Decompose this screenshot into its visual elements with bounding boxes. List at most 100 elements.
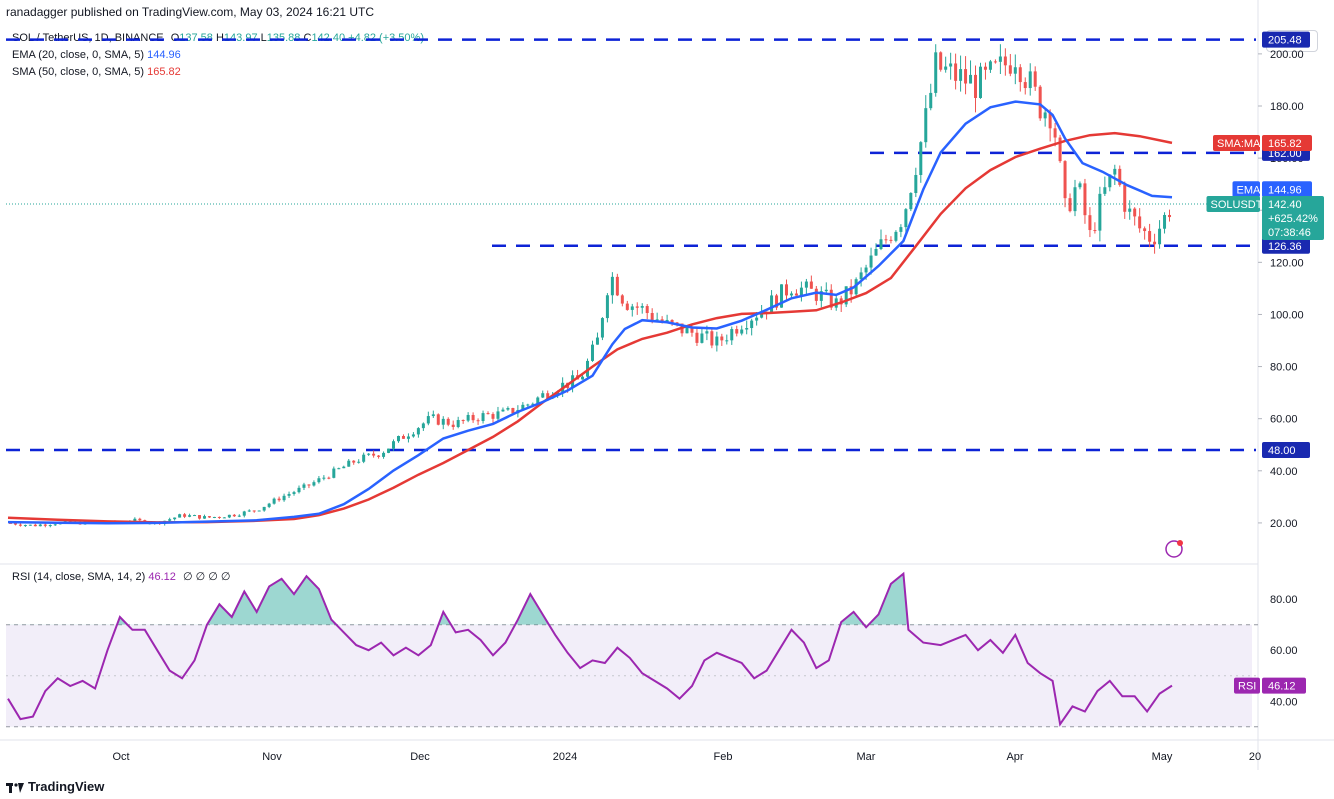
candle-body: [1043, 112, 1047, 119]
candle-body: [1093, 230, 1097, 232]
candle-body: [978, 66, 982, 98]
candle-body: [396, 436, 400, 442]
rsi-legend-extras: ∅ ∅ ∅ ∅: [182, 571, 231, 583]
candle-body: [993, 61, 997, 63]
sma-legend-label: SMA (50, close, 0, SMA, 5): [12, 66, 145, 78]
candle-body: [610, 276, 614, 296]
candle-body: [461, 420, 465, 422]
candle-body: [874, 249, 878, 256]
candle-body: [48, 525, 52, 527]
ohlc-o: 137.58: [179, 32, 213, 44]
candle-body: [1148, 231, 1152, 242]
rsi-legend-value: 46.12: [148, 571, 176, 583]
candle-body: [760, 311, 764, 318]
candle-body: [13, 523, 17, 525]
candle-body: [456, 420, 460, 427]
candle-body: [352, 460, 356, 463]
candle-body: [998, 56, 1002, 62]
candle-body: [1133, 208, 1137, 217]
candle-body: [889, 239, 893, 241]
candle-body: [625, 303, 629, 310]
candle-body: [362, 454, 366, 462]
candle-body: [401, 436, 405, 439]
candle-body: [1143, 228, 1147, 232]
candle-body: [620, 295, 624, 304]
price-tick-label: 100.00: [1270, 309, 1304, 321]
price-tick-label: 180.00: [1270, 101, 1304, 113]
candle-body: [322, 477, 326, 479]
candle-body: [715, 336, 719, 346]
candle-body: [337, 468, 341, 470]
ohlc-change: +4.82 (+3.50%): [348, 32, 424, 44]
candle-body: [934, 52, 938, 93]
candle-body: [983, 66, 987, 70]
candle-body: [33, 524, 37, 527]
tradingview-footer[interactable]: TradingView: [6, 779, 104, 794]
rsi-legend-label: RSI (14, close, SMA, 14, 2): [12, 571, 146, 583]
candle-body: [655, 319, 659, 321]
candle-body: [272, 498, 276, 504]
candle-body: [1098, 193, 1102, 231]
time-tick-label: May: [1152, 751, 1173, 763]
candle-body: [262, 506, 266, 511]
candle-body: [277, 498, 281, 501]
candle-body: [207, 516, 211, 518]
candle-body: [740, 329, 744, 334]
candle-body: [1168, 214, 1172, 218]
candle-body: [730, 329, 734, 341]
candle-body: [382, 452, 386, 457]
candle-body: [372, 453, 376, 456]
candle-body: [232, 514, 236, 517]
rsi-overbought-fill: [8, 573, 1172, 625]
candle-body: [506, 408, 510, 410]
candle-body: [799, 287, 803, 296]
last-label-tag: [1206, 195, 1260, 212]
candle-body: [292, 492, 296, 494]
level-price-tag: [1262, 237, 1310, 254]
candle-body: [1078, 183, 1082, 188]
candle-body: [222, 517, 226, 519]
candle-body: [1163, 214, 1167, 229]
rsi-line: [7, 571, 1173, 727]
candle-body: [824, 289, 828, 292]
candle-body: [775, 295, 779, 308]
candle-body: [431, 414, 435, 417]
candle-body: [904, 209, 908, 228]
footer-brand: TradingView: [28, 779, 105, 794]
candle-body: [526, 404, 530, 406]
candle-body: [546, 393, 550, 399]
candle-body: [605, 295, 609, 319]
candle-body: [242, 511, 246, 516]
candle-body: [1028, 71, 1032, 89]
candle-body: [421, 423, 425, 429]
candle-body: [964, 69, 968, 84]
candle-body: [486, 413, 490, 415]
ohlc-h: 143.97: [223, 32, 258, 44]
candle-body: [1023, 82, 1027, 89]
candle-body: [1068, 198, 1072, 212]
candle-body: [481, 413, 485, 422]
tradingview-logo-icon: [6, 782, 24, 793]
candle-body: [615, 276, 619, 296]
rsi-tick-label: 80.00: [1270, 594, 1298, 606]
candle-body: [23, 525, 27, 527]
candle-body: [784, 284, 788, 296]
candle-body: [814, 288, 818, 301]
candle-body: [735, 329, 739, 334]
level-price-label: 126.36: [1268, 241, 1302, 253]
time-tick-label: Oct: [112, 751, 129, 763]
candle-body: [168, 519, 172, 521]
rsi-label-text: RSI: [1238, 681, 1256, 693]
candle-body: [193, 515, 197, 517]
candle-body: [789, 293, 793, 296]
candle-body: [1158, 228, 1162, 245]
candle-body: [755, 317, 759, 321]
price-tick-label: 200.00: [1270, 49, 1304, 61]
ema-legend: EMA (20, close, 0, SMA, 5) 144.96: [12, 49, 181, 61]
candle-body: [630, 306, 634, 310]
candle-body: [521, 404, 525, 411]
candle-body: [700, 333, 704, 343]
candle-body: [924, 108, 928, 143]
candle-body: [690, 327, 694, 333]
